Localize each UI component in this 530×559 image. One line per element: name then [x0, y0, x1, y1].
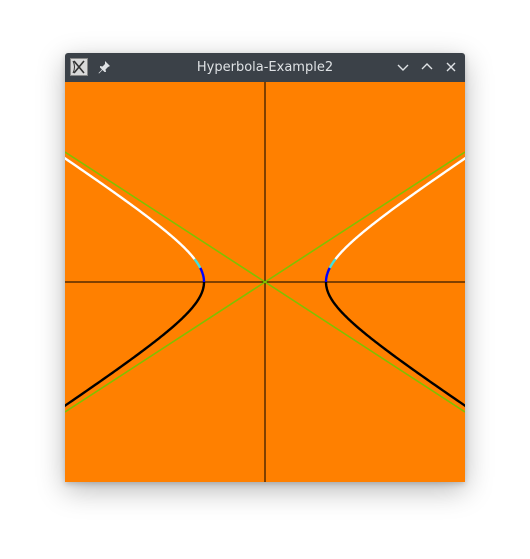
- left-transition-segment: [195, 259, 201, 268]
- left-upper-branch: [65, 138, 195, 259]
- right-transition-segment: [330, 259, 336, 268]
- left-vertex-segment: [200, 268, 204, 282]
- right-upper-branch: [335, 138, 465, 259]
- title-bar[interactable]: Hyperbola-Example2: [65, 53, 465, 82]
- minimize-icon[interactable]: [395, 59, 411, 75]
- app-window: Hyperbola-Example2: [65, 53, 465, 482]
- plot-canvas: [65, 82, 465, 482]
- right-lower-branch: [326, 282, 465, 426]
- hyperbola-plot: [65, 82, 465, 482]
- maximize-icon[interactable]: [419, 59, 435, 75]
- right-vertex-segment: [326, 268, 330, 282]
- close-icon[interactable]: [443, 59, 459, 75]
- left-lower-branch: [65, 282, 204, 426]
